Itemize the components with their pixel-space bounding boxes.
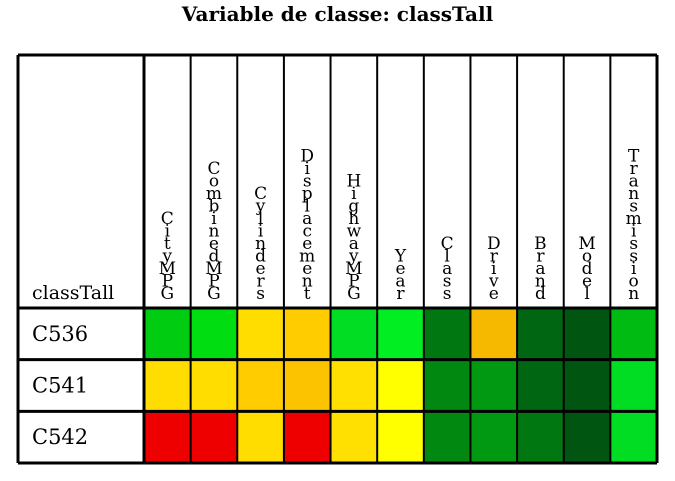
- heatmap-cell: [610, 359, 657, 412]
- row-label: C541: [32, 374, 88, 398]
- heatmap-cell: [330, 359, 378, 412]
- heatmap-cell: [517, 411, 564, 463]
- heatmap-cell: [190, 308, 238, 360]
- heatmap-cell: [283, 359, 331, 412]
- heatmap-cell: [237, 359, 284, 412]
- heatmap-cell: [517, 359, 564, 412]
- heatmap-cell: [563, 308, 611, 360]
- heatmap-cell: [190, 359, 238, 412]
- heatmap-cell: [144, 411, 191, 463]
- heatmap-cell: [144, 359, 191, 412]
- heatmap-cell: [470, 411, 518, 463]
- heatmap-cell: [283, 411, 331, 463]
- row-label: C536: [32, 322, 88, 346]
- heatmap-cell: [423, 308, 471, 360]
- heatmap-cell: [470, 359, 518, 412]
- heatmap-cell: [330, 308, 378, 360]
- corner-label: classTall: [32, 282, 114, 304]
- heatmap-cell: [423, 411, 471, 463]
- heatmap-cell: [190, 411, 238, 463]
- heatmap-cell: [517, 308, 564, 360]
- heatmap-cell: [610, 411, 657, 463]
- heatmap-cell: [237, 411, 284, 463]
- heatmap-cell: [377, 359, 424, 412]
- heatmap-cell: [144, 308, 191, 360]
- heatmap-cell: [237, 308, 284, 360]
- heatmap-cell: [563, 359, 611, 412]
- heatmap-cell: [330, 411, 378, 463]
- heatmap-cell: [377, 308, 424, 360]
- heatmap-cell: [610, 308, 657, 360]
- heatmap-cell: [283, 308, 331, 360]
- heatmap-cell: [563, 411, 611, 463]
- heatmap-cell: [377, 411, 424, 463]
- heatmap-cell: [470, 308, 518, 360]
- row-label: C542: [32, 425, 88, 449]
- heatmap-cell: [423, 359, 471, 412]
- chart-title: Variable de classe: classTall: [181, 2, 494, 26]
